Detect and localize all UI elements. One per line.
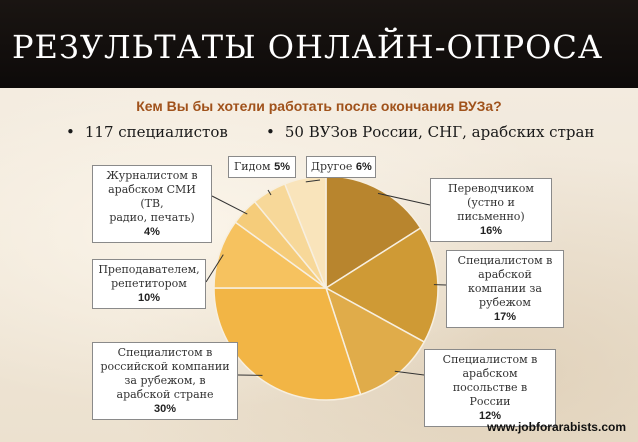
label-line: репетитором <box>111 277 187 290</box>
pie-slice <box>213 287 362 401</box>
label-line: Преподавателем, <box>98 263 200 276</box>
label-line: российской компании <box>100 360 230 373</box>
leader-line <box>211 195 248 215</box>
label-teacher: Преподавателем, репетитором 10% <box>92 259 206 309</box>
label-translator: Переводчиком (устно и письменно) 16% <box>430 178 552 242</box>
label-journalist: Журналистом в арабском СМИ (ТВ, радио, п… <box>92 165 212 243</box>
bullet-text: 117 специалистов <box>84 123 228 141</box>
label-arab-company: Специалистом в арабской компании за рубе… <box>446 250 564 328</box>
label-pct: 30% <box>153 403 177 415</box>
leader-line <box>205 254 224 283</box>
bullet-dot-icon: • <box>266 123 275 141</box>
bullet-specialists: • 117 специалистов <box>66 123 228 141</box>
label-russian-company: Специалистом в российской компании за ру… <box>92 342 238 420</box>
label-pct: 10% <box>137 292 161 304</box>
label-guide: Гидом 5% <box>228 156 296 178</box>
label-line: за рубежом, в <box>124 374 206 387</box>
label-pct: 12% <box>478 410 502 422</box>
pie-slice <box>324 286 426 396</box>
label-pct: 16% <box>479 225 503 237</box>
label-line: Специалистом в <box>442 353 538 366</box>
label-pct: 17% <box>493 311 517 323</box>
chart-question: Кем Вы бы хотели работать после окончани… <box>136 98 502 114</box>
leader-line <box>305 179 321 183</box>
slide-title: РЕЗУЛЬТАТЫ ОНЛАЙН-ОПРОСА <box>12 28 604 66</box>
label-line: Гидом <box>234 160 271 173</box>
label-pct: 6% <box>355 161 372 173</box>
label-line: Журналистом в <box>106 169 198 182</box>
label-line: арабском посольстве в <box>452 367 528 394</box>
bullet-text: 50 ВУЗов России, СНГ, арабских стран <box>284 123 595 141</box>
label-line: Переводчиком <box>448 182 534 195</box>
leader-line <box>377 192 431 206</box>
leader-line <box>394 370 425 376</box>
label-line: арабской <box>478 268 532 281</box>
label-line: Другое <box>311 160 353 173</box>
label-line: арабском СМИ (ТВ, <box>108 183 196 210</box>
bullet-dot-icon: • <box>66 123 75 141</box>
label-line: радио, печать) <box>109 211 195 224</box>
leader-line <box>267 189 272 196</box>
label-line: арабской стране <box>116 388 214 401</box>
label-embassy: Специалистом в арабском посольстве в Рос… <box>424 349 556 427</box>
title-bar: РЕЗУЛЬТАТЫ ОНЛАЙН-ОПРОСА <box>0 0 638 88</box>
label-line: России <box>469 395 511 408</box>
label-line: Специалистом в <box>457 254 553 267</box>
label-line: компании за <box>468 282 542 295</box>
label-line: рубежом <box>479 296 531 309</box>
bullet-universities: • 50 ВУЗов России, СНГ, арабских стран <box>266 123 594 141</box>
label-pct: 4% <box>144 226 160 238</box>
label-line: (устно и письменно) <box>457 196 525 223</box>
label-line: Специалистом в <box>117 346 213 359</box>
footer-url[interactable]: www.jobforarabists.com <box>487 420 626 434</box>
label-pct: 5% <box>274 161 290 173</box>
label-other: Другое 6% <box>306 156 376 178</box>
